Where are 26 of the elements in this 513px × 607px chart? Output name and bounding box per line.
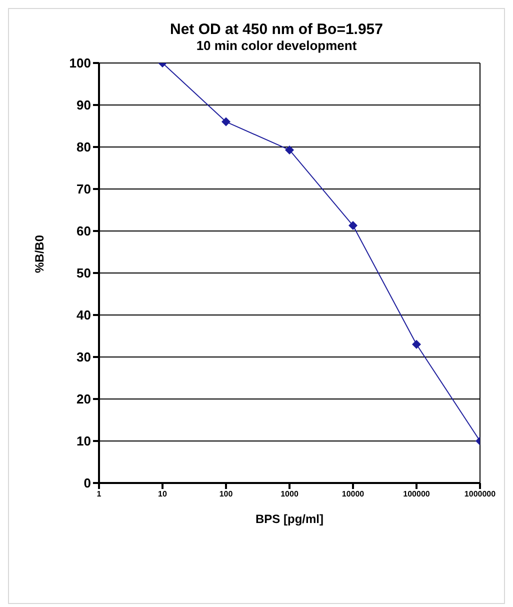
y-axis-title: %B/B0 [32,234,46,273]
y-tick-label: 100 [69,56,91,71]
point [412,340,421,349]
x-tick-label: 10000 [342,490,365,499]
x-tick-label: 1000000 [464,490,496,499]
x-axis-title: BPS [pg/ml] [256,512,324,526]
y-tick-label: 50 [76,266,91,281]
y-tick-label: 90 [76,98,91,113]
x-tick-label: 100000 [403,490,430,499]
y-tick-label: 70 [76,182,91,197]
x-tick-label: 1 [96,490,102,499]
x-tick-label: 10 [158,490,168,499]
x-tick-label: 100 [219,490,234,499]
y-tick-label: 20 [76,392,91,407]
chart-title: Net OD at 450 nm of Bo=1.957 [169,21,384,38]
y-tick-label: 60 [76,224,91,239]
x-tick-label: 1000 [280,490,299,499]
y-tick-label: 40 [76,308,91,323]
point [222,117,230,126]
y-tick-label: 10 [76,434,91,449]
y-tick-label: 30 [76,350,91,365]
y-tick-label: 80 [76,140,91,155]
y-tick-label: 0 [84,476,91,491]
point [348,221,358,230]
chart-subtitle: 10 min color development [195,38,358,53]
point [285,145,294,154]
